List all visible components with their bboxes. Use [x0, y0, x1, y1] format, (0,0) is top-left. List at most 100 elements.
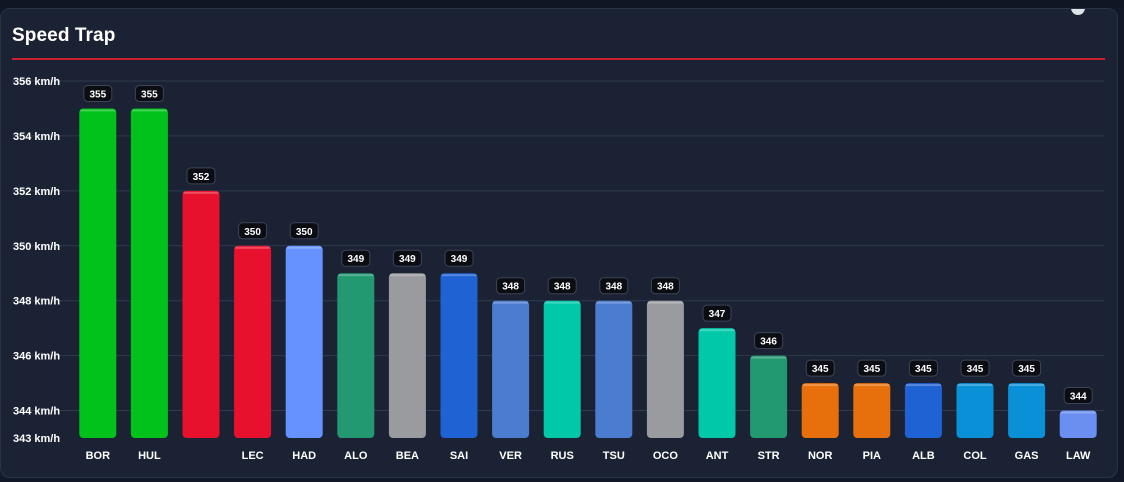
- bar[interactable]: [79, 108, 117, 438]
- bar-highlight: [286, 246, 322, 249]
- x-tick-label: HAD: [292, 450, 316, 462]
- bar-highlight: [905, 384, 941, 387]
- bar[interactable]: [182, 190, 220, 438]
- data-label-box: [83, 84, 113, 102]
- bar-highlight: [699, 329, 735, 332]
- bar-highlight: [596, 301, 632, 304]
- bar-highlight: [1009, 384, 1045, 387]
- bar[interactable]: [388, 273, 426, 438]
- data-label: 344: [1070, 392, 1087, 403]
- y-tick-label: 350 km/h: [13, 241, 60, 253]
- data-label: 345: [1018, 364, 1035, 375]
- data-label: 348: [554, 282, 571, 293]
- y-axis: 343 km/h 344 km/h 346 km/h 348 km/h 350 km/h…: [13, 76, 60, 445]
- data-label: 348: [657, 282, 674, 293]
- x-tick-label: BOR: [86, 450, 111, 462]
- data-label-box: [547, 277, 577, 295]
- x-tick-label: ANT: [706, 450, 729, 462]
- data-label-box: [908, 359, 938, 377]
- data-label: 346: [760, 337, 777, 348]
- x-tick-label: LEC: [242, 450, 264, 462]
- bar[interactable]: [543, 300, 581, 438]
- data-labels: 355 355 352 350 350 349 349 349 348 348 348 348 347 3…: [83, 84, 1093, 405]
- y-tick-label: 356 km/h: [13, 76, 60, 88]
- data-label-box: [186, 167, 216, 185]
- data-label-box: [496, 277, 526, 295]
- bar-highlight: [80, 109, 116, 112]
- data-label: 345: [915, 364, 932, 375]
- bar[interactable]: [492, 300, 530, 438]
- x-tick-label: LAW: [1066, 450, 1091, 462]
- x-tick-label: NOR: [808, 450, 833, 462]
- data-label: 345: [967, 364, 984, 375]
- bars: [79, 108, 1097, 438]
- data-label: 349: [347, 254, 364, 265]
- bar[interactable]: [853, 383, 891, 438]
- x-tick-label: TSU: [603, 450, 625, 462]
- x-tick-label: OCO: [653, 450, 679, 462]
- panel-title: Speed Trap: [12, 25, 116, 46]
- data-label: 352: [193, 172, 210, 183]
- bar[interactable]: [646, 300, 684, 438]
- data-label-box: [341, 249, 371, 267]
- x-tick-label: BEA: [396, 450, 419, 462]
- bar-highlight: [802, 384, 838, 387]
- data-label: 350: [296, 227, 313, 238]
- y-tick-label: 344 km/h: [13, 406, 60, 418]
- bar[interactable]: [750, 355, 788, 438]
- data-label: 345: [863, 364, 880, 375]
- bar[interactable]: [285, 245, 323, 438]
- y-tick-label: 346 km/h: [13, 351, 60, 363]
- bar-highlight: [441, 274, 477, 277]
- data-label: 355: [141, 89, 158, 100]
- x-tick-label: SAI: [450, 450, 468, 462]
- x-tick-label: VER: [499, 450, 522, 462]
- bar[interactable]: [130, 108, 168, 438]
- data-label: 350: [244, 227, 261, 238]
- data-label-box: [392, 249, 422, 267]
- data-label-box: [599, 277, 629, 295]
- bar[interactable]: [1008, 383, 1046, 438]
- bar[interactable]: [440, 273, 478, 438]
- bar-highlight: [235, 246, 271, 249]
- bar[interactable]: [1059, 410, 1097, 438]
- bar-highlight: [751, 356, 787, 359]
- x-tick-label: GAS: [1015, 450, 1039, 462]
- bar-highlight: [389, 274, 425, 277]
- data-label: 349: [399, 254, 416, 265]
- bar[interactable]: [801, 383, 839, 438]
- corner-menu-icon[interactable]: [1071, 9, 1085, 15]
- bar-highlight: [183, 191, 219, 194]
- data-label-box: [805, 359, 835, 377]
- bar[interactable]: [698, 328, 736, 438]
- x-tick-label: PIA: [863, 450, 881, 462]
- data-label: 349: [451, 254, 468, 265]
- x-axis: BOR HUL LEC HAD ALO BEA SAI VER RUS TSU OCO ANT STR N…: [86, 450, 1091, 462]
- data-label-box: [857, 359, 887, 377]
- y-tick-label: 352 km/h: [13, 186, 60, 198]
- bar-highlight: [493, 301, 529, 304]
- bar[interactable]: [595, 300, 633, 438]
- y-tick-label: 348 km/h: [13, 296, 60, 308]
- data-label-box: [702, 304, 732, 322]
- bar[interactable]: [337, 273, 375, 438]
- data-label: 348: [502, 282, 519, 293]
- data-label-box: [754, 332, 784, 350]
- x-tick-label: COL: [963, 450, 987, 462]
- bar-highlight: [1060, 411, 1096, 414]
- data-label: 348: [605, 282, 622, 293]
- bar[interactable]: [956, 383, 994, 438]
- bar-highlight: [544, 301, 580, 304]
- bar-highlight: [854, 384, 890, 387]
- data-label-box: [134, 84, 164, 102]
- bar-highlight: [647, 301, 683, 304]
- data-label: 345: [812, 364, 829, 375]
- x-tick-label: STR: [758, 450, 780, 462]
- bar[interactable]: [234, 245, 272, 438]
- data-label-box: [1012, 359, 1042, 377]
- title-divider: [12, 58, 1105, 60]
- bar[interactable]: [904, 383, 942, 438]
- window-top-strip: [0, 0, 1124, 8]
- data-label-box: [289, 222, 319, 240]
- data-label: 347: [709, 309, 726, 320]
